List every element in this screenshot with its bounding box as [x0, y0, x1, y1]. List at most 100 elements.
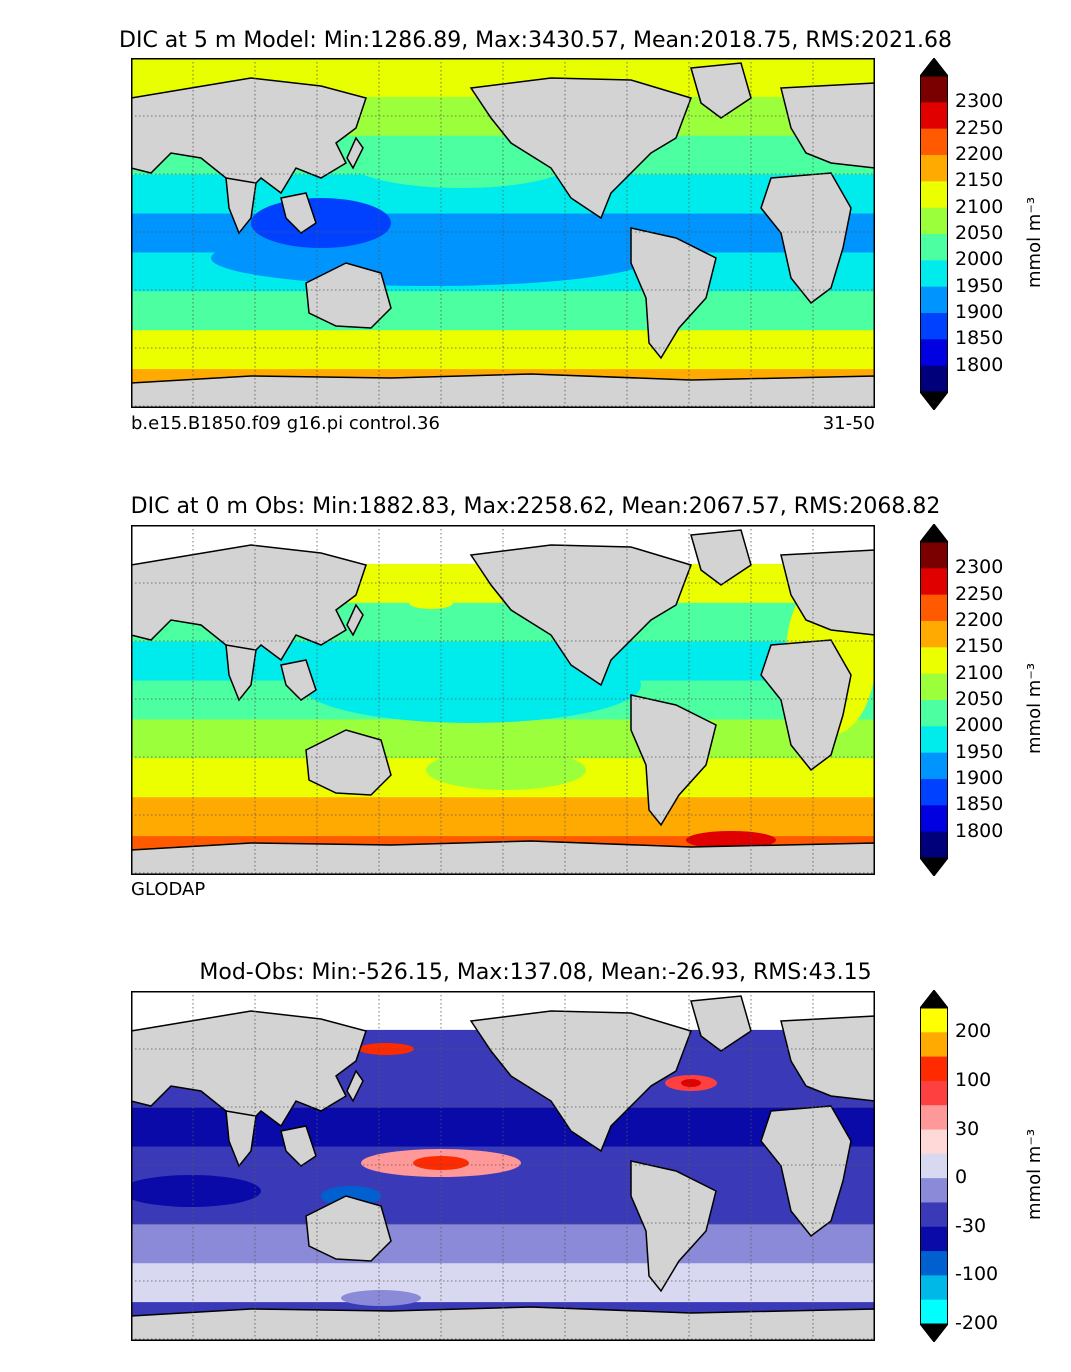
- colorbar-tick-label: 2200: [955, 609, 1004, 631]
- colorbar-tick-label: 100: [955, 1068, 992, 1091]
- land-shape: [131, 1010, 367, 1133]
- colorbar-tick-label: 2100: [955, 661, 1004, 684]
- colorbar-svg: [920, 58, 948, 410]
- colorbar-swatch: [920, 752, 948, 780]
- ocean-blob: [341, 1290, 421, 1306]
- colorbar-swatch: [920, 568, 948, 596]
- colorbar-tick-label: 30: [955, 1117, 980, 1140]
- graticule: [131, 58, 875, 408]
- colorbar-tick-label: 2250: [955, 582, 1004, 605]
- colorbar-swatch: [920, 1129, 948, 1155]
- colorbar-tick-label: 2100: [955, 195, 1004, 218]
- colorbar-swatch: [920, 700, 948, 727]
- colorbar-swatch: [920, 1275, 948, 1301]
- ocean-blob: [251, 198, 391, 248]
- land-shape: [760, 172, 852, 305]
- colorbar: [920, 524, 948, 876]
- map-frame: [131, 58, 875, 408]
- ocean-blob: [301, 647, 641, 723]
- colorbar-tick-label: 1950: [955, 274, 1004, 297]
- colorbar-tick-label: 1800: [955, 353, 1004, 376]
- colorbar-swatch: [920, 76, 948, 103]
- land-shape: [690, 529, 752, 586]
- ocean-blob: [686, 831, 776, 849]
- colorbar-swatch: [920, 1202, 948, 1228]
- ocean-blob: [351, 138, 571, 188]
- colorbar: [920, 990, 948, 1342]
- land-shape: [346, 1069, 364, 1103]
- colorbar-unit: mmol m⁻³: [1024, 662, 1045, 754]
- colorbar-swatch: [920, 621, 948, 648]
- colorbar-swatch: [920, 673, 948, 701]
- colorbar-tick-label: -100: [955, 1263, 999, 1286]
- land-shape: [780, 549, 875, 636]
- colorbar-swatch: [920, 647, 948, 675]
- panel-title: Mod-Obs: Min:-526.15, Max:137.08, Mean:-…: [199, 960, 872, 985]
- land-shape: [469, 1010, 692, 1153]
- source-caption: GLODAP: [131, 879, 206, 900]
- years-caption: 31-50: [822, 413, 875, 434]
- colorbar-swatch: [920, 365, 948, 393]
- colorbar-extend-top: [920, 524, 948, 543]
- colorbar-svg: [920, 524, 948, 876]
- colorbar-swatch: [920, 1080, 948, 1106]
- colorbar-swatch: [920, 286, 948, 314]
- colorbar-tick-label: 200: [955, 1020, 992, 1043]
- colorbar-tick-label: 2300: [955, 90, 1004, 113]
- colorbar-swatch: [920, 155, 948, 182]
- colorbar-extend-bottom: [920, 857, 948, 876]
- colorbar-extend-top: [920, 990, 948, 1009]
- colorbar-frame: [920, 541, 948, 859]
- colorbar-tick-label: 1900: [955, 301, 1004, 323]
- map-svg: [131, 991, 875, 1341]
- ocean-blob: [681, 1079, 701, 1087]
- colorbar-swatch: [920, 181, 948, 209]
- colorbar-swatch: [920, 726, 948, 754]
- ocean-blob: [409, 597, 453, 609]
- graticule: [131, 525, 875, 875]
- colorbar-swatch: [920, 260, 948, 288]
- land-shape: [760, 1105, 852, 1238]
- graticule: [131, 991, 875, 1341]
- ocean-blob: [426, 750, 586, 790]
- colorbar-swatch: [920, 1056, 948, 1082]
- colorbar-frame: [920, 1007, 948, 1325]
- colorbar-swatch: [920, 1153, 948, 1179]
- land-shape: [780, 82, 875, 169]
- colorbar-swatch: [920, 1299, 948, 1325]
- colorbar-tick-label: 2150: [955, 635, 1004, 658]
- land-shape: [780, 1015, 875, 1102]
- colorbar-extend-top: [920, 58, 948, 77]
- land-shape: [225, 1110, 257, 1168]
- colorbar-tick-label: 1800: [955, 819, 1004, 842]
- colorbar-swatch: [920, 1008, 948, 1033]
- colorbar-swatch: [920, 1251, 948, 1276]
- map-svg: [131, 58, 875, 408]
- colorbar-swatch: [920, 128, 948, 156]
- colorbar-extend-bottom: [920, 391, 948, 410]
- ocean-blob: [131, 1175, 261, 1207]
- land-shape: [346, 136, 364, 170]
- colorbar-swatch: [920, 207, 948, 235]
- land-shape: [469, 544, 692, 687]
- colorbar-tick-label: 1900: [955, 767, 1004, 789]
- map-diff: [131, 991, 875, 1341]
- colorbar: [920, 58, 948, 410]
- colorbar-swatch: [920, 339, 948, 367]
- colorbar-frame: [920, 75, 948, 393]
- colorbar-swatch: [920, 1105, 948, 1131]
- colorbar-swatch: [920, 313, 948, 340]
- land-shape: [225, 177, 257, 235]
- panel-title: DIC at 0 m Obs: Min:1882.83, Max:2258.62…: [130, 494, 941, 519]
- land-shape: [760, 639, 852, 772]
- colorbar-swatch: [920, 1032, 948, 1058]
- map-model: [131, 58, 875, 408]
- map-obs: [131, 525, 875, 875]
- land-shape: [131, 77, 367, 200]
- map-frame: [131, 991, 875, 1341]
- colorbar-tick-label: 2000: [955, 714, 1004, 737]
- colorbar-svg: [920, 990, 948, 1342]
- colorbar-swatch: [920, 1178, 948, 1203]
- colorbar-tick-label: 1850: [955, 327, 1004, 350]
- colorbar-tick-label: -200: [955, 1312, 999, 1334]
